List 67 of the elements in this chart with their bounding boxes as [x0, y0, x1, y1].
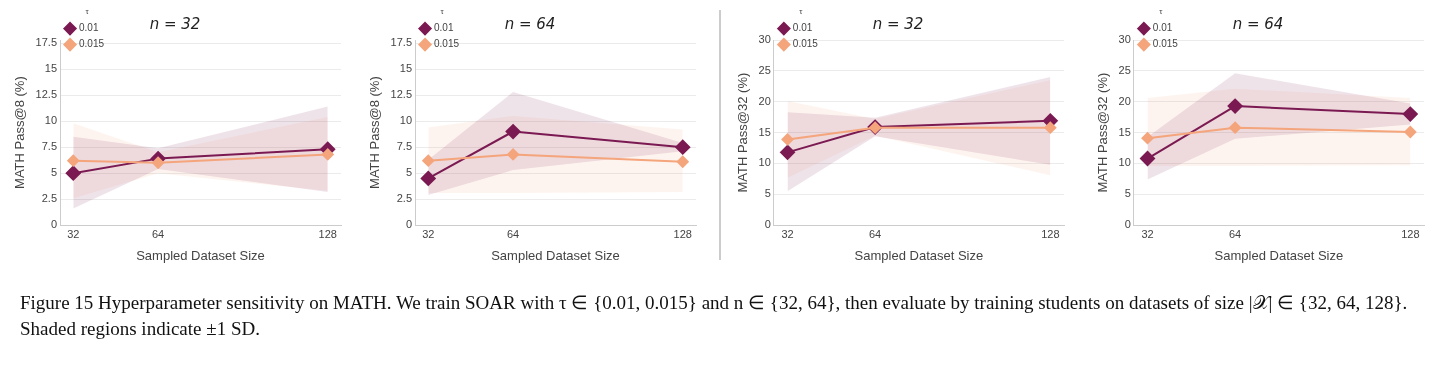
legend-title: τ: [85, 7, 90, 17]
x-tick-label: 32: [1141, 227, 1154, 240]
y-tick-label: 10: [399, 114, 413, 127]
y-tick-label: 15: [1118, 125, 1131, 138]
y-tick-label: 20: [1118, 94, 1131, 107]
x-tick-label: 64: [1228, 227, 1242, 240]
y-tick-label: 12.5: [35, 88, 58, 101]
chart-title: n = 64: [504, 14, 556, 33]
y-tick-label: 10: [44, 114, 58, 127]
y-axis-title: MATH Pass@8 (%): [367, 76, 383, 189]
y-tick-label: 30: [758, 33, 771, 46]
y-tick-label: 5: [764, 187, 771, 200]
y-tick-label: 10: [758, 156, 771, 169]
x-axis-title: Sampled Dataset Size: [1214, 247, 1344, 263]
y-tick-label: 12.5: [390, 88, 413, 101]
y-tick-label: 2.5: [41, 192, 58, 205]
y-tick-label: 5: [50, 166, 58, 179]
y-tick-label: 15: [44, 62, 58, 75]
x-axis-title: Sampled Dataset Size: [491, 247, 620, 263]
y-axis-title: MATH Pass@8 (%): [12, 76, 28, 189]
legend-label: 0.01: [792, 22, 813, 34]
y-tick-label: 25: [758, 63, 771, 76]
x-tick-label: 32: [422, 227, 435, 240]
legend-title: τ: [440, 7, 445, 17]
y-tick-label: 0: [1124, 218, 1131, 231]
y-tick-label: 17.5: [35, 36, 58, 49]
y-tick-label: 15: [758, 125, 771, 138]
x-tick-label: 128: [1041, 227, 1060, 240]
y-tick-label: 7.5: [396, 140, 413, 153]
x-axis-title: Sampled Dataset Size: [136, 247, 265, 263]
y-tick-label: 2.5: [396, 192, 413, 205]
legend-label: 0.015: [792, 38, 819, 50]
y-tick-label: 30: [1118, 33, 1131, 46]
x-tick-label: 64: [506, 227, 520, 240]
y-tick-label: 0: [764, 218, 771, 231]
y-tick-label: 5: [1124, 187, 1131, 200]
y-tick-label: 0: [50, 218, 58, 231]
legend-title: τ: [799, 7, 804, 17]
x-tick-label: 32: [67, 227, 80, 240]
legend-label: 0.01: [434, 22, 454, 34]
x-tick-label: 128: [1401, 227, 1420, 240]
legend-label: 0.015: [434, 38, 460, 50]
x-axis-title: Sampled Dataset Size: [854, 247, 984, 263]
y-axis-title: MATH Pass@32 (%): [735, 72, 751, 193]
y-tick-label: 25: [1118, 63, 1131, 76]
legend-title: τ: [1159, 7, 1164, 17]
caption: Figure 15 Hyperparameter sensitivity on MATH. We train SOAR with τ ∈ {0.01, 0.015} and n ∈ {32, 64}, then evaluate by training students on datasets of size |𝒳| ∈ {32, 64, 128}. Shaded regions indicate ±1 SD.: [20, 291, 1409, 341]
legend-label: 0.01: [79, 22, 99, 34]
x-tick-label: 32: [781, 227, 794, 240]
x-tick-label: 128: [318, 227, 337, 240]
y-tick-label: 5: [405, 166, 413, 179]
x-tick-label: 128: [673, 227, 692, 240]
x-tick-label: 64: [868, 227, 882, 240]
legend-label: 0.01: [1152, 22, 1173, 34]
y-axis-title: MATH Pass@32 (%): [1095, 72, 1111, 193]
chart-title: n = 32: [149, 14, 201, 33]
x-tick-label: 64: [151, 227, 165, 240]
y-tick-label: 10: [1118, 156, 1131, 169]
chart-title: n = 64: [1232, 14, 1284, 33]
y-tick-label: 17.5: [390, 36, 413, 49]
y-tick-label: 0: [405, 218, 413, 231]
legend-label: 0.015: [79, 38, 105, 50]
y-tick-label: 20: [758, 94, 771, 107]
chart-title: n = 32: [872, 14, 924, 33]
y-tick-label: 15: [399, 62, 413, 75]
y-tick-label: 7.5: [41, 140, 58, 153]
legend-label: 0.015: [1152, 38, 1179, 50]
